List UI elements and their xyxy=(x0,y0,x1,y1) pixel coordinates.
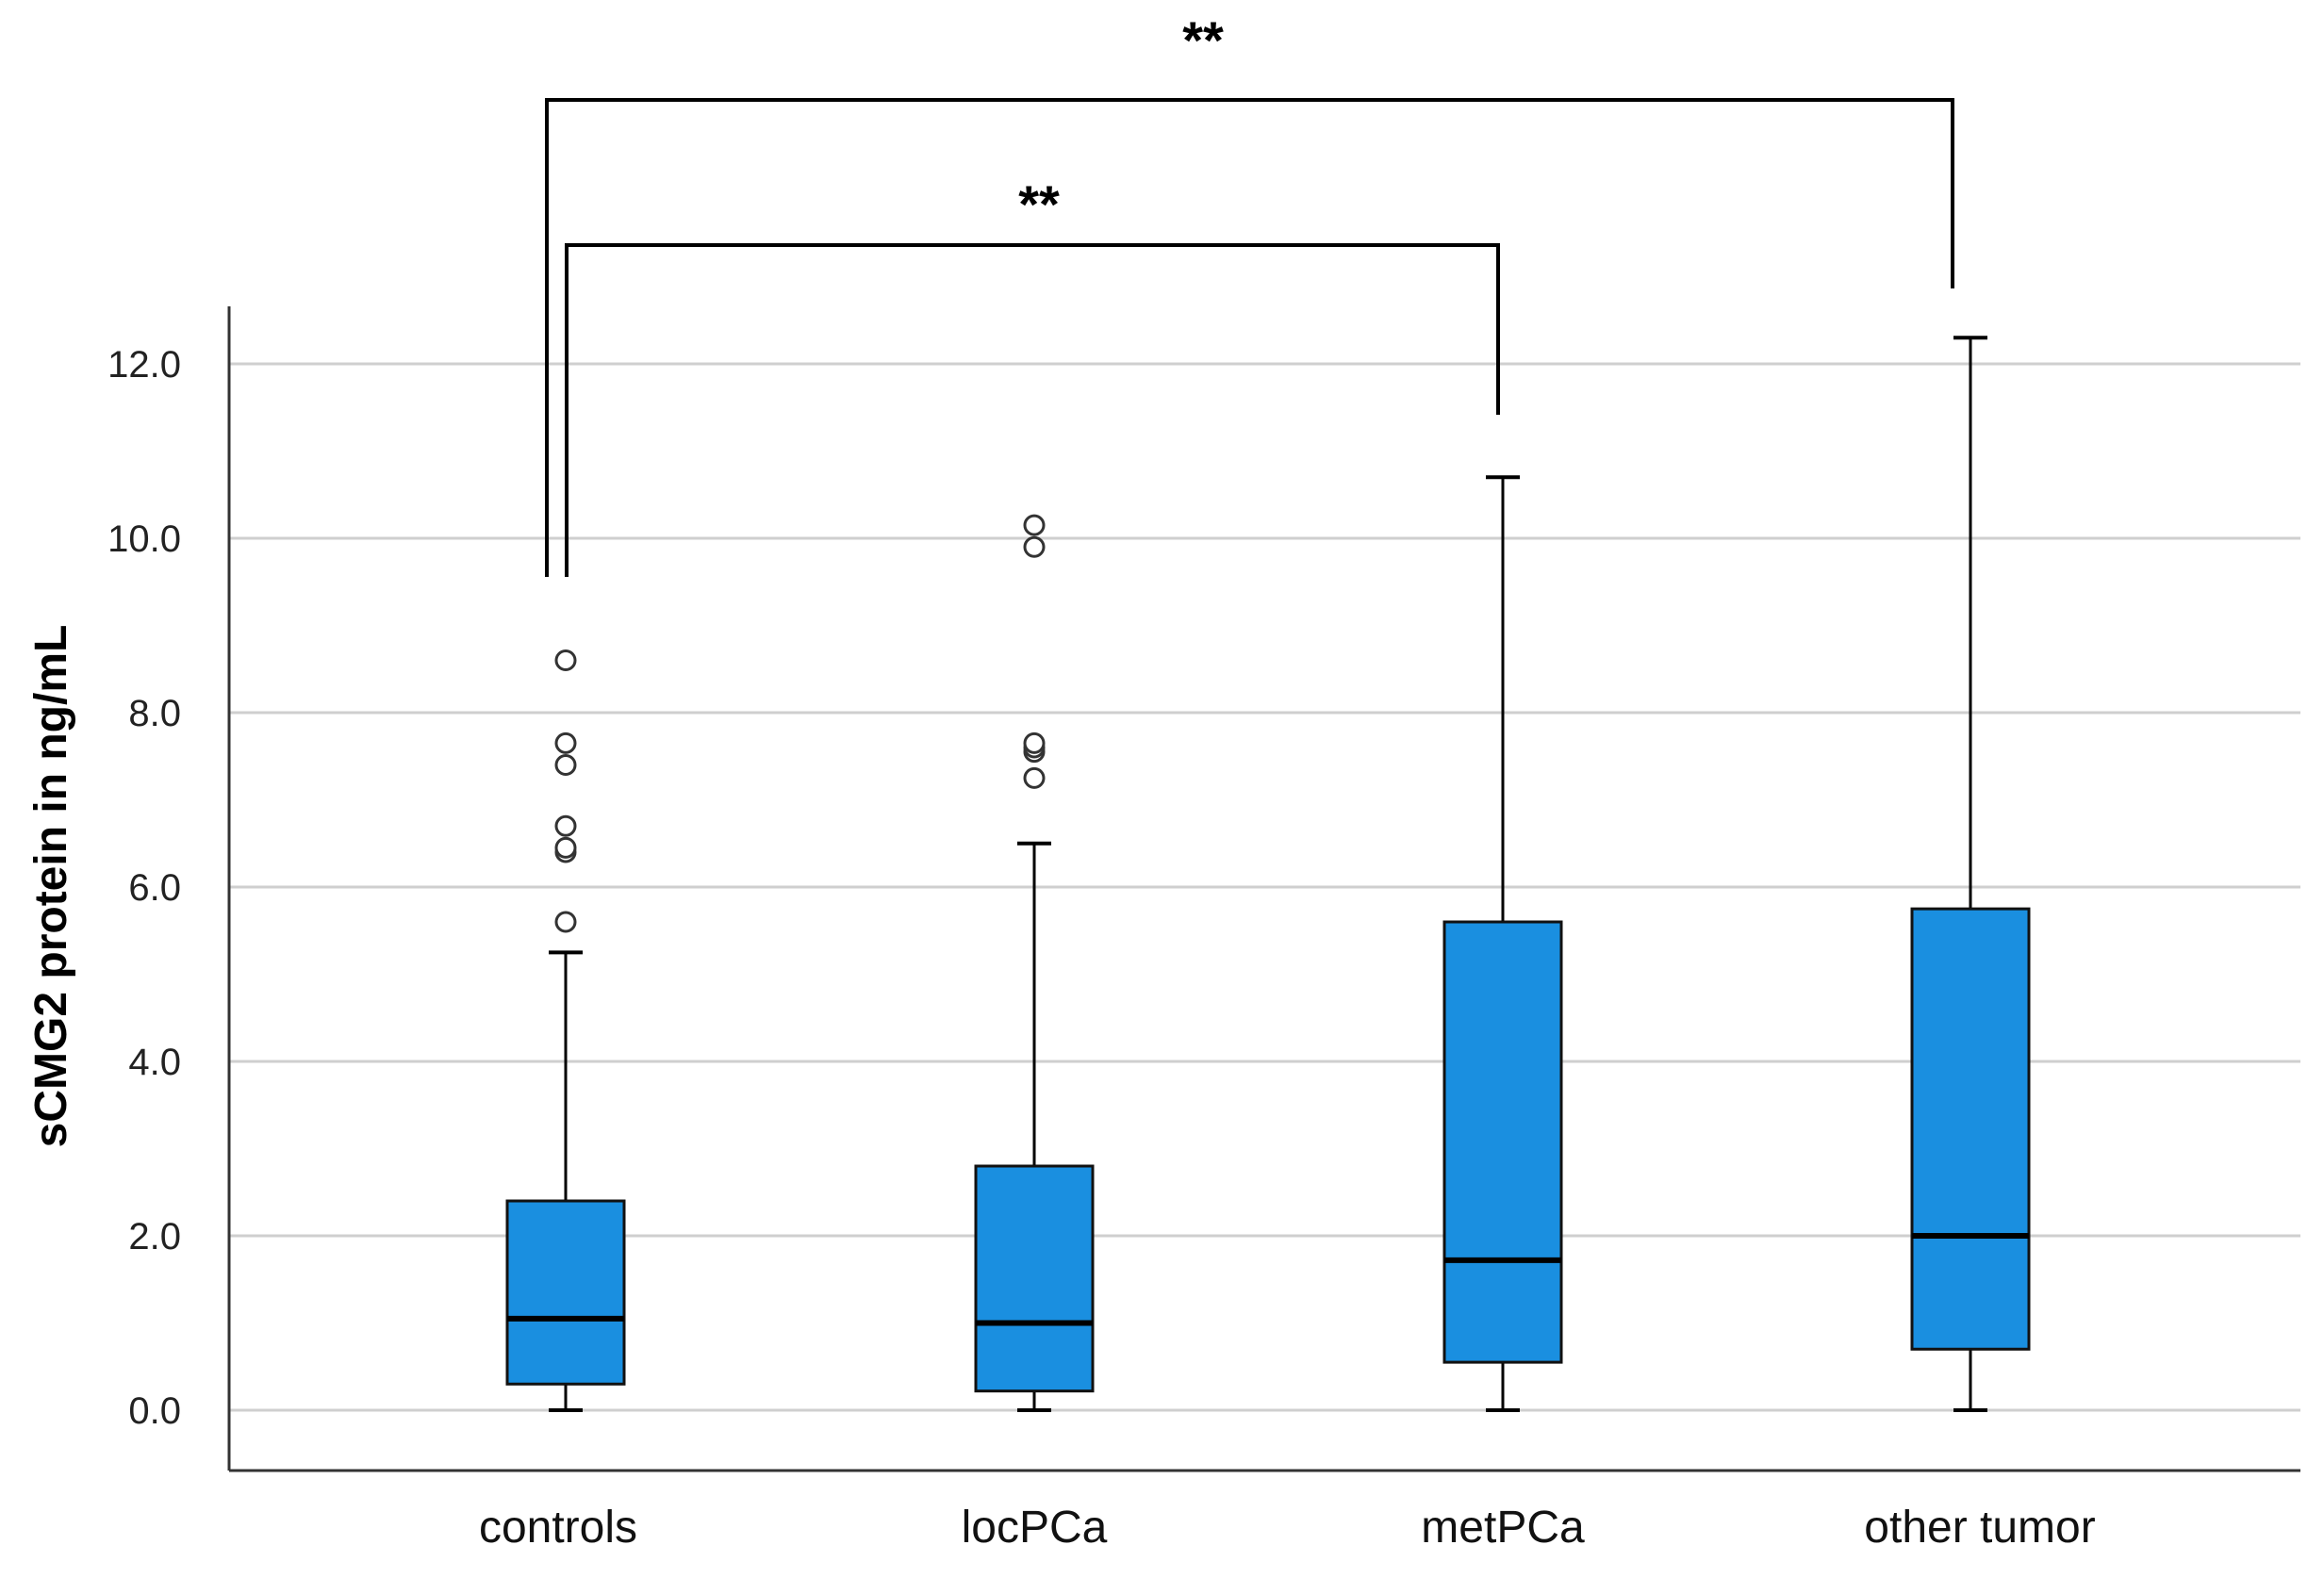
iqr-box xyxy=(505,1199,626,1386)
category-label: locPCa xyxy=(962,1503,1108,1553)
y-tick-label: 12.0 xyxy=(107,344,181,386)
y-tick-label: 2.0 xyxy=(128,1216,181,1257)
y-tick-label: 8.0 xyxy=(128,693,181,734)
bracket-line xyxy=(565,243,1500,577)
outlier-point xyxy=(1023,731,1046,754)
outlier-point xyxy=(554,814,577,837)
outlier-point xyxy=(1023,535,1046,558)
y-tick-label: 4.0 xyxy=(128,1042,181,1083)
category-labels: controls locPCa metPCa other tumor xyxy=(479,1503,2096,1553)
category-label: metPCa xyxy=(1421,1503,1585,1553)
significance-label: ** xyxy=(1018,174,1060,234)
box-other-tumor xyxy=(1910,336,2031,1412)
boxes xyxy=(505,336,2031,1412)
significance-label: ** xyxy=(1182,10,1224,70)
outlier-point xyxy=(554,836,577,859)
outlier-point xyxy=(1023,766,1046,789)
y-tick-label: 10.0 xyxy=(107,518,181,560)
outlier-point xyxy=(554,754,577,776)
iqr-box xyxy=(1910,907,2031,1351)
outlier-point xyxy=(554,731,577,754)
outlier-point xyxy=(554,649,577,671)
box-metPCa xyxy=(1442,475,1563,1412)
axes xyxy=(227,306,2300,1472)
y-tick-label: 0.0 xyxy=(128,1390,181,1432)
bracket-line xyxy=(545,98,1954,577)
category-label: other tumor xyxy=(1864,1503,2095,1553)
significance-bracket: ** xyxy=(565,174,1500,577)
outlier-point xyxy=(554,911,577,933)
box-locPCa xyxy=(974,514,1095,1412)
iqr-box xyxy=(1442,920,1563,1364)
box-controls xyxy=(505,649,626,1412)
category-label: controls xyxy=(479,1503,637,1553)
iqr-box xyxy=(974,1164,1095,1393)
y-axis-title: sCMG2 protein in ng/mL xyxy=(26,625,76,1148)
significance-brackets: ** ** xyxy=(545,10,1954,577)
y-tick-labels: 0.0 2.0 4.0 6.0 8.0 10.0 12.0 xyxy=(107,344,181,1432)
significance-bracket: ** xyxy=(545,10,1954,577)
outlier-point xyxy=(1023,514,1046,536)
y-tick-label: 6.0 xyxy=(128,867,181,909)
